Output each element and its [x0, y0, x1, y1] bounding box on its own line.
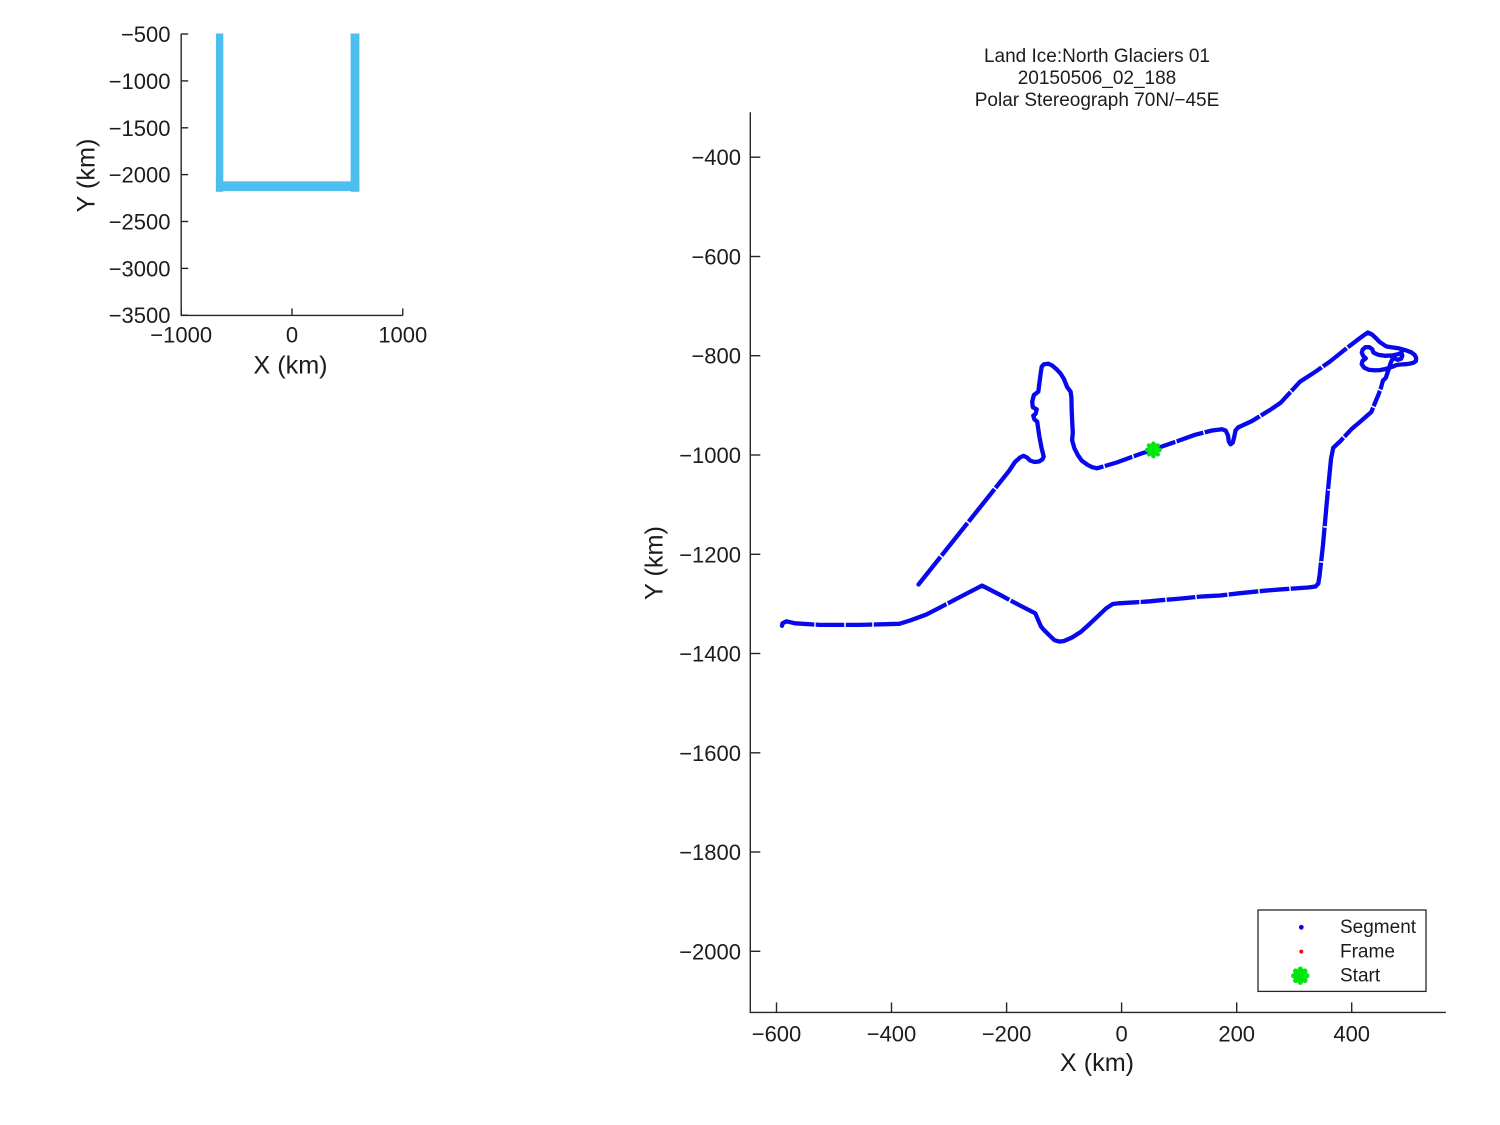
svg-text:−1600: −1600: [679, 741, 741, 766]
svg-text:−3000: −3000: [109, 256, 171, 281]
svg-text:−1000: −1000: [109, 69, 171, 94]
svg-text:−200: −200: [982, 1022, 1032, 1047]
svg-text:Segment: Segment: [1340, 917, 1417, 938]
svg-text:−1500: −1500: [109, 116, 171, 141]
svg-text:X (km): X (km): [253, 352, 327, 380]
svg-text:X (km): X (km): [1060, 1049, 1134, 1077]
svg-text:Y (km): Y (km): [72, 139, 100, 213]
svg-text:1000: 1000: [378, 323, 427, 348]
svg-text:−400: −400: [867, 1022, 917, 1047]
svg-text:−1000: −1000: [150, 323, 212, 348]
svg-text:Start: Start: [1340, 965, 1381, 986]
svg-text:−600: −600: [752, 1022, 802, 1047]
svg-text:−1800: −1800: [679, 840, 741, 865]
svg-text:0: 0: [1115, 1022, 1127, 1047]
svg-text:−600: −600: [691, 245, 741, 270]
svg-text:20150506_02_188: 20150506_02_188: [1018, 68, 1177, 89]
svg-text:0: 0: [286, 323, 298, 348]
svg-text:−2000: −2000: [679, 939, 741, 964]
svg-text:−3500: −3500: [109, 303, 171, 328]
svg-text:Polar Stereograph 70N/−45E: Polar Stereograph 70N/−45E: [975, 90, 1220, 111]
svg-text:400: 400: [1333, 1022, 1370, 1047]
svg-text:−1000: −1000: [679, 443, 741, 468]
svg-text:−1400: −1400: [679, 642, 741, 667]
svg-text:Frame: Frame: [1340, 941, 1395, 962]
svg-text:−400: −400: [691, 145, 741, 170]
svg-text:Y (km): Y (km): [641, 526, 669, 600]
svg-text:200: 200: [1218, 1022, 1255, 1047]
svg-text:−500: −500: [121, 22, 171, 47]
svg-text:−2500: −2500: [109, 210, 171, 235]
svg-text:−1200: −1200: [679, 542, 741, 567]
svg-text:Land Ice:North Glaciers 01: Land Ice:North Glaciers 01: [984, 46, 1210, 67]
svg-text:−800: −800: [691, 344, 741, 369]
svg-text:−2000: −2000: [109, 163, 171, 188]
